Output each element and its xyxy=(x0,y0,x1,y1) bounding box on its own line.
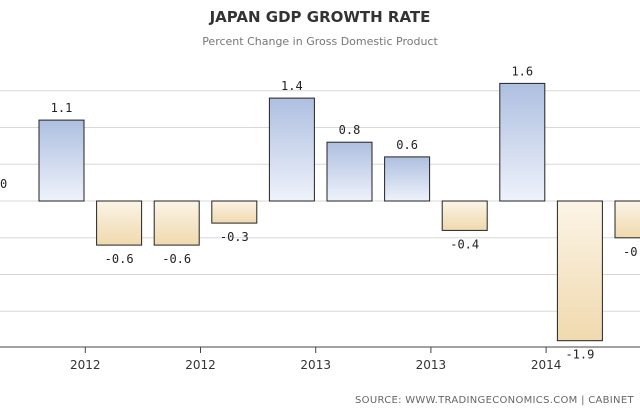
data-label-10: -0.5 xyxy=(623,245,640,259)
x-tick-label-1: 2012 xyxy=(185,358,216,372)
x-tick-label-2: 2013 xyxy=(300,358,331,372)
data-label-0: 1.1 xyxy=(51,101,73,115)
bar-5 xyxy=(326,141,373,202)
data-label-1: -0.6 xyxy=(105,252,134,266)
bar-4 xyxy=(268,97,315,202)
bar-1 xyxy=(96,200,143,246)
bar-10 xyxy=(614,200,640,239)
data-labels: 1.1 -0.6 -0.6 -0.3 1.4 0.8 0.6 -0.4 1.6 -1.9 -0.5 xyxy=(51,64,640,361)
bar-2 xyxy=(153,200,200,246)
chart-subtitle: Percent Change in Gross Domestic Product xyxy=(202,35,438,48)
x-axis-ticks: 201220122013201320142014 xyxy=(70,347,562,372)
data-label-8: 1.6 xyxy=(511,64,533,78)
edge-label-left: 0 xyxy=(0,177,7,191)
bar-6 xyxy=(384,156,431,202)
data-label-4: 1.4 xyxy=(281,79,303,93)
bars xyxy=(38,82,640,342)
data-label-2: -0.6 xyxy=(162,252,191,266)
chart-title: JAPAN GDP GROWTH RATE xyxy=(209,8,431,26)
data-label-7: -0.4 xyxy=(450,237,479,251)
data-label-9: -1.9 xyxy=(565,348,594,362)
bar-7 xyxy=(441,200,488,231)
data-label-5: 0.8 xyxy=(339,123,361,137)
source-text: SOURCE: WWW.TRADINGECONOMICS.COM | CABIN… xyxy=(355,395,634,406)
bar-0 xyxy=(38,119,85,202)
bar-9 xyxy=(556,200,603,342)
data-label-3: -0.3 xyxy=(220,230,249,244)
x-tick-label-4: 2014 xyxy=(531,358,562,372)
data-label-6: 0.6 xyxy=(396,138,418,152)
x-tick-label-3: 2013 xyxy=(416,358,447,372)
bar-3 xyxy=(211,200,258,224)
bar-8 xyxy=(499,82,546,202)
x-tick-label-0: 2012 xyxy=(70,358,101,372)
